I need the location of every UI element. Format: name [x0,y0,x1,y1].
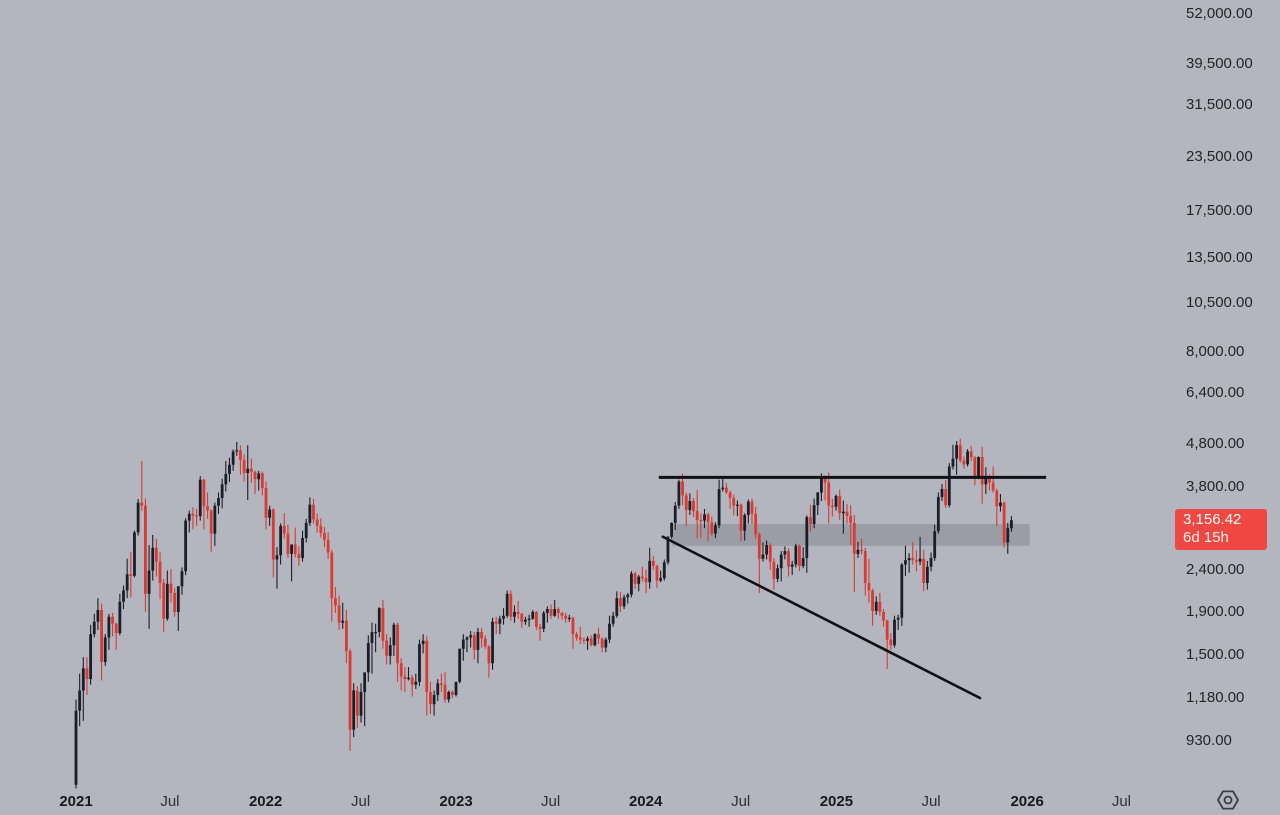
y-axis-tick: 930.00 [1186,732,1232,749]
y-axis-tick: 23,500.00 [1186,148,1253,166]
y-axis-tick: 2,400.00 [1186,560,1245,578]
y-axis-tick: 8,000.00 [1186,343,1245,361]
gear-icon [1217,790,1239,810]
x-axis-tick: 2021 [59,793,93,810]
x-axis-tick: Jul [160,793,180,810]
y-axis-tick: 1,500.00 [1186,645,1245,663]
price-scale-settings-button[interactable] [1214,787,1242,813]
y-axis-tick: 6,400.00 [1186,383,1245,401]
y-axis-tick: 31,500.00 [1186,95,1253,113]
x-axis-tick: 2022 [248,793,283,810]
y-axis-tick: 4,800.00 [1186,435,1245,453]
x-axis-tick: Jul [731,793,751,810]
last-price-value: 3,156.42 [1183,510,1242,528]
last-price-label: 3,156.42 6d 15h [1175,508,1267,550]
y-axis-tick: 13,500.00 [1186,248,1253,266]
x-axis-tick: 2025 [819,793,854,810]
x-axis-tick: Jul [1111,793,1131,810]
y-axis-tick: 17,500.00 [1186,201,1253,219]
bar-countdown: 6d 15h [1183,528,1229,546]
x-axis-tick: 2026 [1010,793,1044,810]
y-axis-tick: 52,000.00 [1186,5,1253,22]
x-axis-tick: Jul [351,793,371,810]
y-axis-tick: 1,900.00 [1186,602,1245,620]
y-axis-tick: 3,800.00 [1186,477,1245,495]
y-axis-tick: 10,500.00 [1186,294,1253,312]
x-axis-tick: Jul [541,793,561,810]
y-axis-tick: 1,180.00 [1186,688,1245,706]
x-axis-tick: 2024 [628,793,663,810]
x-axis-tick: Jul [921,793,941,810]
descending-trendline[interactable] [661,535,982,700]
candlestick-series [74,438,1013,789]
y-axis-tick: 39,500.00 [1186,54,1253,72]
x-axis-tick: 2023 [439,793,473,810]
